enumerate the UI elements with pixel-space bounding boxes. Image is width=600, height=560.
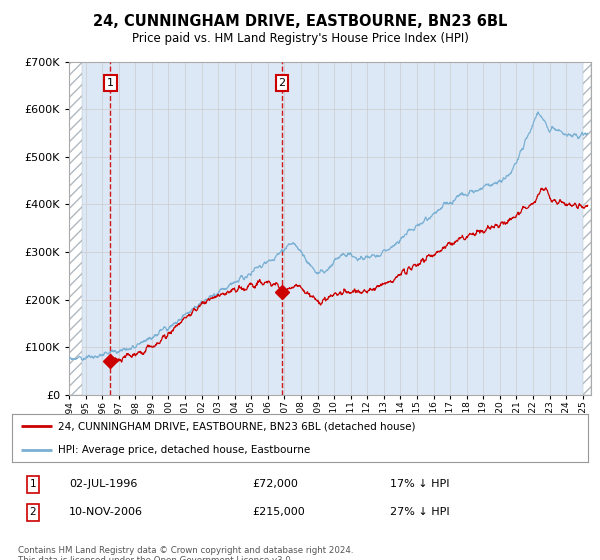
Text: 27% ↓ HPI: 27% ↓ HPI	[390, 507, 449, 517]
Text: 24, CUNNINGHAM DRIVE, EASTBOURNE, BN23 6BL (detached house): 24, CUNNINGHAM DRIVE, EASTBOURNE, BN23 6…	[58, 421, 416, 431]
Text: £72,000: £72,000	[252, 479, 298, 489]
Text: 1: 1	[107, 78, 114, 88]
Text: 02-JUL-1996: 02-JUL-1996	[69, 479, 137, 489]
Text: 17% ↓ HPI: 17% ↓ HPI	[390, 479, 449, 489]
Text: 10-NOV-2006: 10-NOV-2006	[69, 507, 143, 517]
Text: 2: 2	[29, 507, 37, 517]
Text: Contains HM Land Registry data © Crown copyright and database right 2024.
This d: Contains HM Land Registry data © Crown c…	[18, 546, 353, 560]
Text: Price paid vs. HM Land Registry's House Price Index (HPI): Price paid vs. HM Land Registry's House …	[131, 32, 469, 45]
Text: 1: 1	[29, 479, 37, 489]
Text: 2: 2	[278, 78, 286, 88]
Text: 24, CUNNINGHAM DRIVE, EASTBOURNE, BN23 6BL: 24, CUNNINGHAM DRIVE, EASTBOURNE, BN23 6…	[93, 14, 507, 29]
Text: HPI: Average price, detached house, Eastbourne: HPI: Average price, detached house, East…	[58, 445, 310, 455]
Text: £215,000: £215,000	[252, 507, 305, 517]
